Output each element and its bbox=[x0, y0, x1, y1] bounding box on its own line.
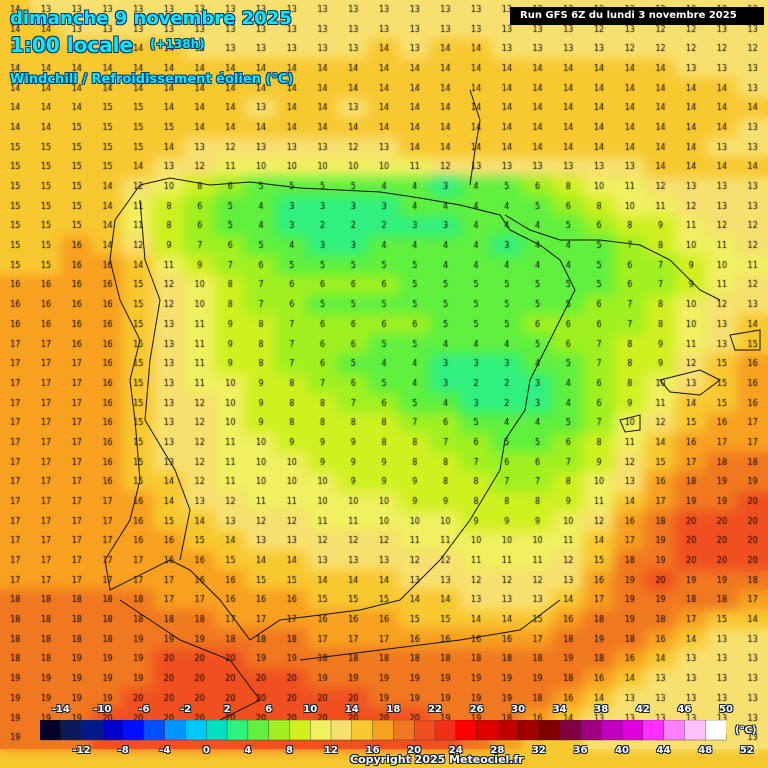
legend-swatch bbox=[60, 720, 83, 741]
legend-label: 18 bbox=[386, 704, 401, 715]
legend-label: -6 bbox=[138, 704, 150, 715]
legend-label: -14 bbox=[51, 704, 70, 715]
legend-label: 2 bbox=[223, 704, 231, 715]
legend-label: -12 bbox=[72, 745, 91, 756]
legend-swatch bbox=[497, 720, 519, 741]
legend-swatch bbox=[289, 720, 311, 741]
legend-swatch bbox=[206, 720, 228, 741]
legend-swatch bbox=[476, 720, 499, 741]
legend-swatch bbox=[310, 720, 332, 741]
legend-swatch bbox=[81, 720, 104, 741]
legend-label: 24 bbox=[448, 745, 463, 756]
legend-label: 4 bbox=[244, 745, 252, 756]
copyright: Copyright 2025 Meteociel.fr bbox=[350, 753, 524, 766]
color-legend-bar bbox=[40, 720, 726, 741]
legend-swatch bbox=[268, 720, 291, 741]
legend-label: 48 bbox=[698, 745, 713, 756]
legend-swatch bbox=[580, 720, 602, 741]
legend-swatch bbox=[247, 720, 270, 741]
legend-label: 44 bbox=[656, 745, 671, 756]
legend-swatch bbox=[455, 720, 478, 741]
legend-swatch bbox=[393, 720, 415, 741]
legend-swatch bbox=[102, 720, 124, 741]
legend-swatch bbox=[226, 720, 249, 741]
legend-label: 34 bbox=[552, 704, 567, 715]
legend-label: 20 bbox=[407, 745, 422, 756]
legend-label: -10 bbox=[93, 704, 112, 715]
legend-label: 8 bbox=[285, 745, 293, 756]
legend-label: 36 bbox=[573, 745, 588, 756]
legend-swatch bbox=[601, 720, 623, 741]
legend-label: 30 bbox=[511, 704, 526, 715]
legend-label: 22 bbox=[428, 704, 442, 715]
legend-label: 50 bbox=[719, 704, 733, 715]
legend-swatch bbox=[663, 720, 686, 741]
legend-swatch bbox=[559, 720, 582, 741]
legend-swatch bbox=[413, 720, 436, 741]
legend-label: 0 bbox=[202, 745, 210, 756]
legend-swatch bbox=[164, 720, 187, 741]
legend-label: 14 bbox=[344, 704, 359, 715]
forecast-time: 1:00 locale bbox=[10, 33, 134, 57]
forecast-lead-hours: (+138h) bbox=[150, 37, 205, 51]
legend-swatch bbox=[185, 720, 208, 741]
legend-label: -8 bbox=[117, 745, 129, 756]
legend-label: 28 bbox=[490, 745, 505, 756]
legend-label: 42 bbox=[635, 704, 650, 715]
legend-swatch bbox=[517, 720, 540, 741]
legend-swatch bbox=[705, 720, 726, 741]
legend-swatch bbox=[372, 720, 395, 741]
legend-label: 26 bbox=[469, 704, 484, 715]
legend-swatch bbox=[143, 720, 166, 741]
legend-label: 32 bbox=[531, 745, 546, 756]
legend-swatch bbox=[351, 720, 374, 741]
legend-label: 16 bbox=[365, 745, 380, 756]
legend-swatch bbox=[538, 720, 561, 741]
legend-swatch bbox=[621, 720, 644, 741]
forecast-date: dimanche 9 novembre 2025 bbox=[10, 8, 292, 29]
legend-swatch bbox=[40, 720, 62, 741]
legend-label: 10 bbox=[303, 704, 318, 715]
legend-label: -2 bbox=[179, 704, 192, 715]
legend-label: 12 bbox=[324, 745, 338, 756]
legend-label: -4 bbox=[159, 745, 171, 756]
legend-swatch bbox=[642, 720, 665, 741]
legend-label: 38 bbox=[594, 704, 609, 715]
legend-label: 52 bbox=[739, 745, 754, 756]
legend-label: 6 bbox=[265, 704, 273, 715]
legend-unit: (°C) bbox=[735, 725, 757, 736]
legend-swatch bbox=[434, 720, 457, 741]
legend-swatch bbox=[330, 720, 353, 741]
map-variable-title: Windchill / Refroidissement éolien (°C) bbox=[10, 72, 294, 87]
legend-swatch bbox=[684, 720, 706, 741]
legend-swatch bbox=[122, 720, 145, 741]
legend-label: 40 bbox=[615, 745, 630, 756]
model-run-banner: Run GFS 6Z du lundi 3 novembre 2025 bbox=[510, 7, 764, 25]
legend-label: 46 bbox=[677, 704, 692, 715]
